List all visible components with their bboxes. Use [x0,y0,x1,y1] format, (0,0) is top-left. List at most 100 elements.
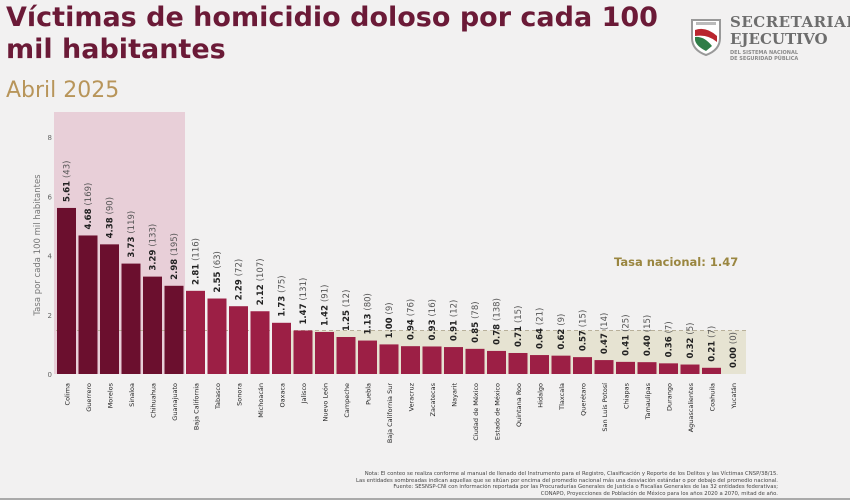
bar [315,331,334,374]
x-tick-label: Sinaloa [128,383,136,407]
note-line: Las entidades sombreadas indican aquella… [356,477,778,484]
x-tick-label: Jalisco [300,383,308,404]
bar [186,290,205,374]
page-subtitle: Abril 2025 [6,78,120,103]
x-tick-label: Tabasco [214,383,222,410]
x-tick-label: San Luis Potosí [601,383,609,432]
bottom-divider [0,498,850,500]
shield-logo-icon [691,19,721,56]
x-tick-label: Campeche [343,383,351,418]
data-label: 3.29 (133) [149,224,159,271]
x-tick-label: Guanajuato [171,383,179,421]
data-label: 1.42 (91) [321,285,331,326]
data-label: 0.64 (21) [536,308,546,349]
x-tick-label: Puebla [365,383,373,405]
bar [272,322,291,374]
bar [379,344,399,374]
x-tick-label: Ciudad de México [472,383,480,441]
note-line: Nota: El conteo se realiza conforme al m… [364,471,778,477]
logo: SECRETARIADO EJECUTIVO DEL SISTEMA NACIO… [690,14,850,68]
bar [78,235,98,374]
x-tick-label: Nuevo León [322,383,330,421]
y-axis-label: Tasa por cada 100 mil habitantes [33,174,43,317]
data-label: 0.93 (16) [428,299,438,340]
x-tick-label: Baja California [193,383,201,430]
x-tick-label: Tlaxcala [558,383,566,411]
bar [465,348,485,374]
x-tick-label: Zacatecas [429,382,437,416]
data-label: 2.98 (195) [170,233,180,280]
x-tick-label: Quintana Roo [515,383,523,427]
data-label: 1.47 (131) [299,278,309,325]
data-label: 0.36 (7) [665,321,675,357]
data-label: 2.55 (63) [213,251,223,292]
data-label: 0.57 (15) [579,310,589,351]
logo-line1: SECRETARIADO [730,13,850,31]
data-label: 4.38 (90) [106,197,116,238]
bar [121,263,141,374]
bar [594,360,614,374]
bar [702,367,721,374]
bar [164,285,184,374]
bar [422,346,442,374]
x-tick-label: Colima [64,383,72,405]
bar [229,306,248,374]
note-line: CONAPO, Proyecciones de Población de Méx… [540,490,778,497]
x-tick-label: Michoacán [257,383,265,418]
x-tick-label: Durango [666,383,674,411]
x-tick-label: Chihuahua [150,383,158,418]
bar [207,298,227,374]
data-label: 0.47 (14) [600,313,610,354]
y-tick-label: 2 [48,312,52,320]
data-label: 0.94 (76) [407,299,417,340]
logo-line3-text: DEL SISTEMA NACIONAL [730,50,799,56]
x-tick-label: Querétaro [580,383,588,416]
bar [336,337,356,374]
x-tick-label: Aguascalientes [687,382,695,432]
x-tick-label: Guerrero [85,383,93,412]
bar-chart: Tasa nacional: 1.47 0 2 4 6 8 Tasa por cada 10… [33,112,746,443]
bar [530,355,549,374]
data-label: 1.13 (80) [364,293,374,334]
bar [57,207,76,374]
bar [401,346,420,374]
data-label: 0.40 (15) [643,315,653,356]
x-tick-label: Tamaulipas [644,382,652,420]
y-tick-label: 4 [48,253,53,261]
footnotes: Nota: El conteo se realiza conforme al m… [356,471,778,497]
bar [143,276,162,374]
bar [573,357,592,374]
data-label: 0.00 (0) [729,332,739,368]
bar [508,352,528,374]
bar [250,311,270,374]
x-tick-label: Morelos [107,382,115,408]
bar [680,364,700,374]
x-tick-label: Yucatán [730,383,738,410]
bar [551,355,571,374]
x-tick-label: Oaxaca [279,383,287,408]
data-label: 0.71 (15) [514,306,524,347]
data-label: 0.85 (78) [471,301,481,342]
bar [487,350,506,374]
y-tick-label: 6 [48,193,53,201]
bar [293,330,313,374]
data-label: 1.25 (12) [342,290,352,331]
data-label: 1.73 (75) [278,275,288,316]
y-tick-label: 8 [48,134,52,142]
bar [444,347,463,374]
data-label: 0.91 (12) [450,300,460,341]
page-title: Víctimas de homicidio doloso por cada 10… [6,2,658,65]
x-tick-label: Sonora [236,383,244,406]
note-line: Fuente: SESNSP-CNI con información repor… [393,484,778,490]
y-tick-label: 0 [48,371,52,379]
x-tick-label: Hidalgo [537,383,545,408]
data-label: 2.81 (116) [192,238,202,285]
logo-line3: DEL SISTEMA NACIONAL DE SEGURIDAD PÚBLICA [730,50,798,62]
data-label: 2.12 (107) [256,258,266,305]
data-label: 3.73 (119) [127,211,137,258]
logo-line4-text: DE SEGURIDAD PÚBLICA [730,56,799,62]
bar [637,362,657,374]
x-tick-label: Coahuila [709,383,717,411]
data-label: 2.29 (72) [235,259,245,300]
data-label: 0.21 (7) [708,326,718,362]
